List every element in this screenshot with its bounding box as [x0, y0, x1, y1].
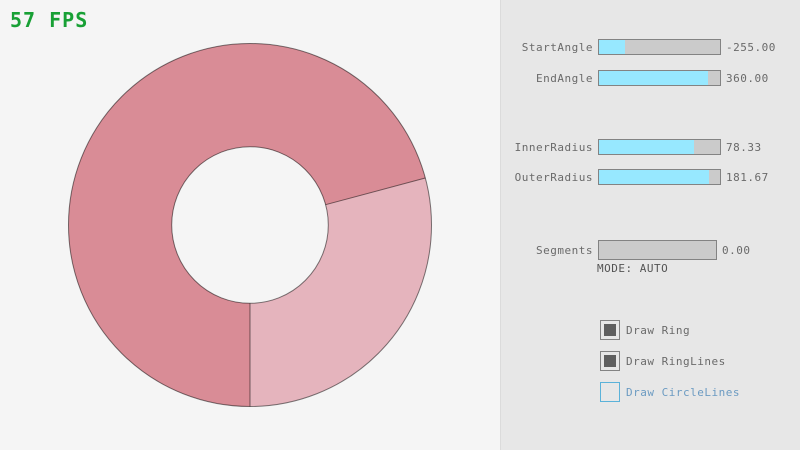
ring-overlap-sector	[68, 43, 426, 407]
draw-ring-checkbox[interactable]	[600, 320, 620, 340]
mode-text: MODE: AUTO	[597, 262, 669, 275]
ring-canvas	[68, 43, 432, 407]
slider-row-outer-radius: OuterRadius 181.67	[500, 169, 769, 185]
inner-radius-value: 78.33	[726, 140, 762, 154]
inner-radius-slider[interactable]	[598, 139, 721, 155]
slider-row-segments: Segments 0.00	[500, 240, 751, 260]
slider-row-end-angle: EndAngle 360.00	[500, 70, 769, 86]
check-mark-icon	[604, 386, 616, 398]
fps-counter: 57 FPS	[10, 8, 89, 32]
outer-radius-value: 181.67	[726, 170, 769, 184]
draw-circle-lines-checkbox[interactable]	[600, 382, 620, 402]
check-row-draw-ring: Draw Ring	[600, 320, 690, 340]
end-angle-slider[interactable]	[598, 70, 721, 86]
draw-ring-lines-checkbox[interactable]	[600, 351, 620, 371]
inner-radius-slider-fill	[599, 140, 694, 154]
draw-circle-lines-label: Draw CircleLines	[626, 385, 740, 399]
start-angle-slider-fill	[599, 40, 626, 54]
draw-ring-lines-label: Draw RingLines	[626, 354, 726, 368]
ring-start-angle-line	[325, 177, 426, 206]
start-angle-slider[interactable]	[598, 39, 721, 55]
end-angle-slider-fill	[599, 71, 708, 85]
outer-radius-label: OuterRadius	[514, 170, 593, 184]
slider-row-start-angle: StartAngle -255.00	[500, 39, 776, 55]
end-angle-value: 360.00	[726, 71, 769, 85]
check-row-draw-ring-lines: Draw RingLines	[600, 351, 726, 371]
draw-ring-label: Draw Ring	[626, 323, 691, 337]
check-mark-icon	[604, 324, 616, 336]
outer-radius-slider-fill	[599, 170, 709, 184]
check-row-draw-circle-lines: Draw CircleLines	[600, 382, 740, 402]
segments-slider[interactable]	[598, 240, 717, 260]
segments-value: 0.00	[722, 243, 751, 257]
check-mark-icon	[604, 355, 616, 367]
ring-lines	[68, 43, 432, 407]
ring-inner-line	[171, 146, 329, 304]
end-angle-label: EndAngle	[536, 71, 593, 85]
start-angle-value: -255.00	[726, 40, 776, 54]
inner-radius-label: InnerRadius	[514, 140, 593, 154]
outer-radius-slider[interactable]	[598, 169, 721, 185]
slider-row-inner-radius: InnerRadius 78.33	[500, 139, 762, 155]
segments-label: Segments	[536, 243, 593, 257]
start-angle-label: StartAngle	[521, 40, 593, 54]
